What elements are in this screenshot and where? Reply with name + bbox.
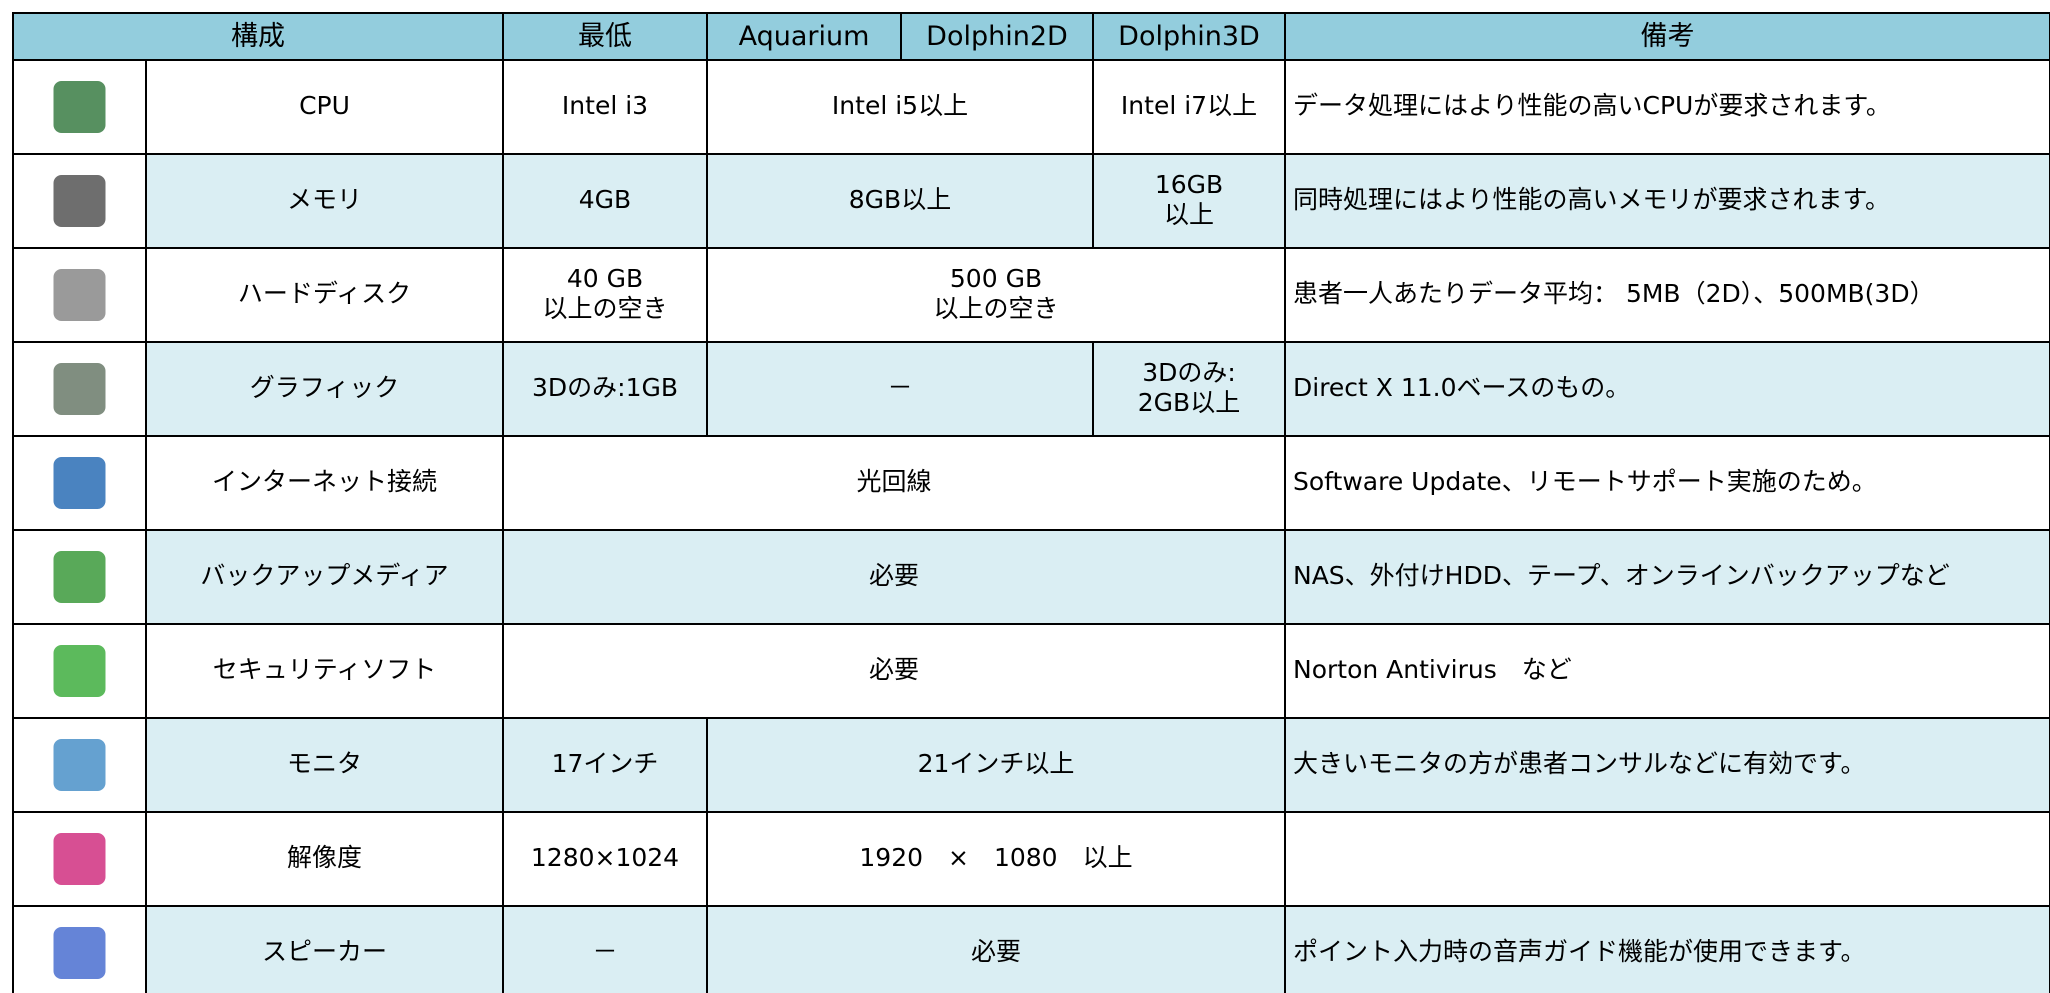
- value: 8GB以上: [849, 185, 951, 214]
- header-bg: [13, 13, 2050, 60]
- row-bg: [146, 436, 2050, 530]
- row-bg: [146, 342, 2050, 436]
- value: 1280×1024: [531, 843, 679, 872]
- value: 4GB: [579, 185, 631, 214]
- icon: [53, 269, 106, 321]
- icon: [53, 457, 106, 509]
- note: ポイント入力時の音声ガイド機能が使用できます。: [1293, 937, 1866, 966]
- value: 17インチ: [552, 749, 659, 778]
- icon-cell: [12, 341, 147, 437]
- value: 500 GB 以上の空き: [933, 264, 1058, 323]
- value: 必要: [869, 655, 919, 684]
- row-bg: [146, 530, 2050, 624]
- icon: [53, 927, 106, 979]
- row-bg: [146, 248, 2050, 342]
- row-bg: [146, 154, 2050, 248]
- note: Software Update、リモートサポート実施のため。: [1293, 467, 1877, 496]
- value: －: [592, 937, 617, 966]
- row-bg: [146, 60, 2050, 154]
- row-bg: [146, 718, 2050, 812]
- value: 16GB 以上: [1155, 170, 1223, 229]
- icon: [53, 645, 106, 697]
- note: データ処理にはより性能の高いCPUが要求されます。: [1293, 91, 1891, 120]
- icon: [53, 833, 106, 885]
- row-bg: [146, 906, 2050, 993]
- value: 必要: [869, 561, 919, 590]
- value: 3Dのみ:1GB: [532, 373, 678, 402]
- note: Norton Antivirus など: [1293, 655, 1572, 684]
- icon: [53, 175, 106, 227]
- note: Direct X 11.0ベースのもの。: [1293, 373, 1630, 402]
- value: 光回線: [856, 467, 931, 496]
- note-cell: [1284, 905, 2050, 993]
- row-bg: [146, 812, 2050, 906]
- header-label: 備考: [1641, 21, 1695, 52]
- icon: [53, 739, 106, 791]
- row-name: ハードディスク: [238, 279, 411, 308]
- value: 3Dのみ: 2GB以上: [1138, 358, 1240, 417]
- row-name: 解像度: [287, 843, 362, 872]
- value: 1920 × 1080 以上: [859, 843, 1132, 872]
- row-name: バックアップメディア: [200, 561, 448, 590]
- header-label: Aquarium: [739, 21, 870, 52]
- value: 必要: [971, 937, 1021, 966]
- value: Intel i5以上: [832, 91, 968, 120]
- value: 40 GB 以上の空き: [542, 264, 667, 323]
- row-name: CPU: [299, 91, 350, 120]
- row-name: モニタ: [287, 749, 362, 778]
- value: 21インチ以上: [918, 749, 1075, 778]
- header-label: 最低: [578, 21, 632, 52]
- value: －: [887, 373, 912, 402]
- row-name: グラフィック: [250, 373, 400, 402]
- icon: [53, 551, 106, 603]
- header-label: Dolphin2D: [926, 21, 1068, 52]
- icon: [53, 363, 106, 415]
- row-name: メモリ: [287, 185, 362, 214]
- value: Intel i7以上: [1121, 91, 1257, 120]
- icon: [53, 81, 106, 133]
- note: NAS、外付けHDD、テープ、オンラインバックアップなど: [1293, 561, 1950, 590]
- row-name: インターネット接続: [212, 467, 437, 496]
- header-label: 構成: [231, 21, 285, 52]
- row-name: セキュリティソフト: [213, 655, 437, 684]
- value: Intel i3: [562, 91, 648, 120]
- note: 大きいモニタの方が患者コンサルなどに有効です。: [1293, 749, 1866, 778]
- row-bg: [146, 624, 2050, 718]
- row-name: スピーカー: [262, 937, 387, 966]
- header-label: Dolphin3D: [1118, 21, 1260, 52]
- note: 患者一人あたりデータ平均： 5MB（2D）、500MB(3D）: [1293, 279, 1935, 308]
- note: 同時処理にはより性能の高いメモリが要求されます。: [1293, 185, 1890, 214]
